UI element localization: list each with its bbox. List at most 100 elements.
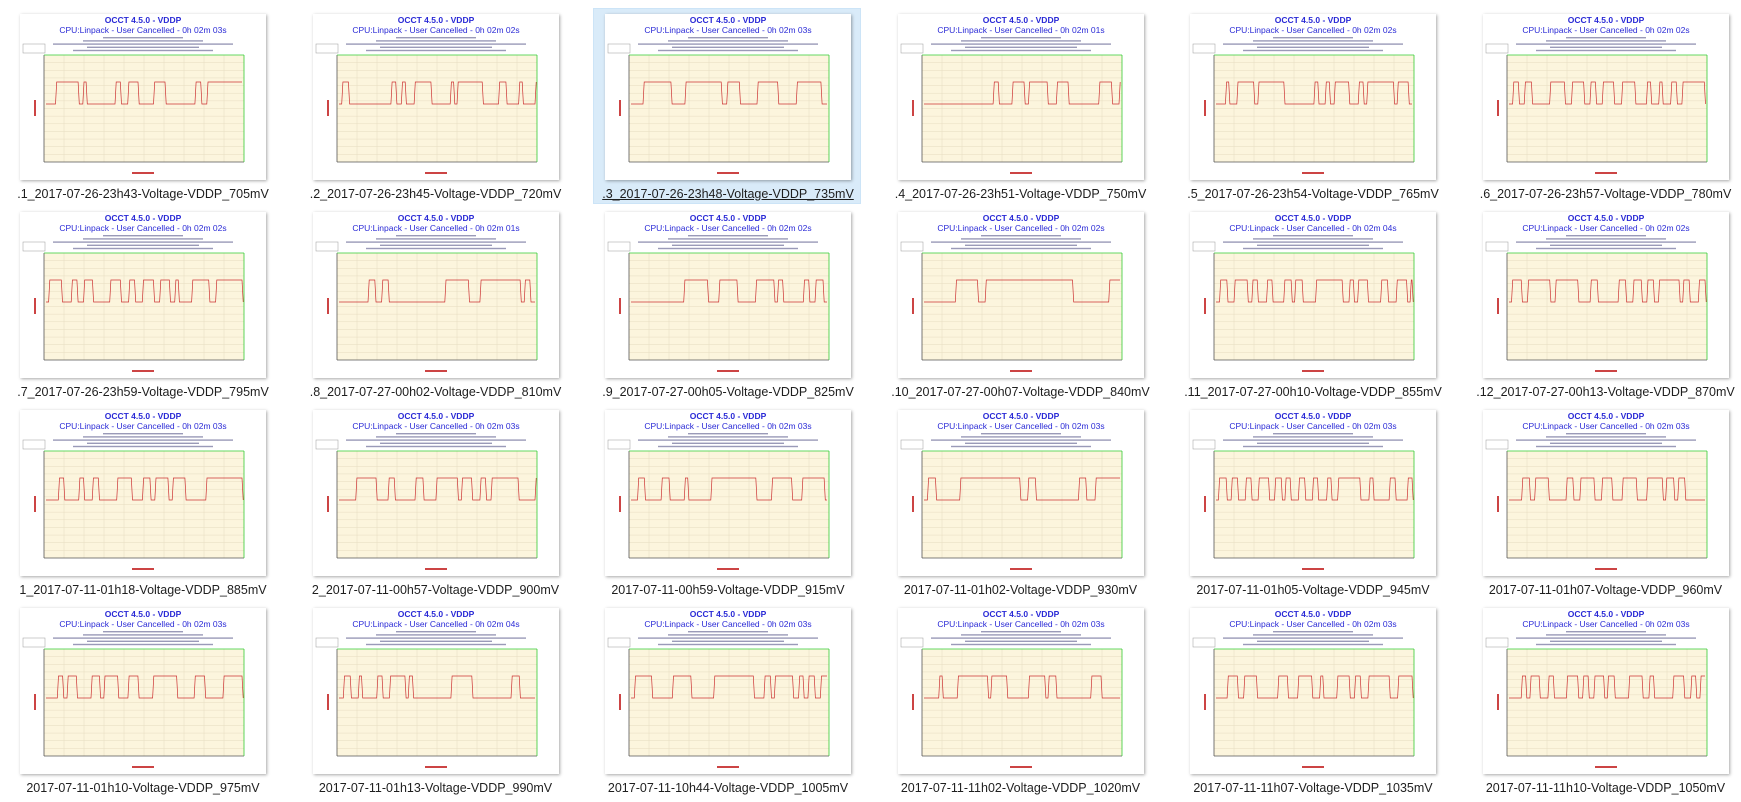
tiny-text xyxy=(1243,247,1383,250)
file-tile[interactable]: OCCT 4.5.0 - VDDP CPU:Linpack - User Canc… xyxy=(1178,206,1446,402)
x-axis-caption xyxy=(424,172,447,174)
thumbnail-subtitle: CPU:Linpack - User Cancelled - 0h 02m 03… xyxy=(1229,619,1396,629)
tiny-text xyxy=(345,43,526,45)
file-tile[interactable]: OCCT 4.5.0 - VDDP CPU:Linpack - User Canc… xyxy=(593,8,861,204)
file-tile[interactable]: OCCT 4.5.0 - VDDP CPU:Linpack - User Canc… xyxy=(886,206,1154,402)
tiny-text xyxy=(395,433,476,435)
tiny-text xyxy=(1535,643,1676,646)
thumbnail-subtitle: CPU:Linpack - User Cancelled - 0h 02m 02… xyxy=(644,223,811,233)
file-tile[interactable]: OCCT 4.5.0 - VDDP CPU:Linpack - User Canc… xyxy=(886,404,1154,600)
x-axis-caption xyxy=(1009,172,1032,174)
file-tile[interactable]: OCCT 4.5.0 - VDDP CPU:Linpack - User Canc… xyxy=(301,602,569,798)
tiny-text xyxy=(395,37,476,39)
thumbnail: OCCT 4.5.0 - VDDP CPU:Linpack - User Canc… xyxy=(312,608,559,774)
tiny-text xyxy=(1515,43,1696,45)
file-name: .7_2017-07-26-23h59-Voltage-VDDP_795mV xyxy=(17,385,269,399)
thumbnail-title: OCCT 4.5.0 - VDDP xyxy=(105,411,182,421)
y-axis-caption xyxy=(34,496,36,512)
x-axis-caption xyxy=(132,568,154,570)
file-tile[interactable]: OCCT 4.5.0 - VDDP CPU:Linpack - User Canc… xyxy=(1178,8,1446,204)
file-name: 2017-07-11-10h44-Voltage-VDDP_1005mV xyxy=(607,781,849,795)
legend-box xyxy=(607,43,631,54)
trace xyxy=(338,675,535,699)
legend-box xyxy=(22,637,46,648)
y-axis-caption xyxy=(911,496,914,512)
tiny-text xyxy=(87,46,199,48)
tiny-text xyxy=(658,445,798,448)
file-tile[interactable]: OCCT 4.5.0 - VDDP CPU:Linpack - User Canc… xyxy=(593,206,861,402)
file-tile[interactable]: OCCT 4.5.0 - VDDP CPU:Linpack - User Canc… xyxy=(886,602,1154,798)
thumbnail-title: OCCT 4.5.0 - VDDP xyxy=(1567,15,1644,25)
tiny-text xyxy=(950,445,1091,448)
thumbnail-title: OCCT 4.5.0 - VDDP xyxy=(397,15,474,25)
file-tile[interactable]: OCCT 4.5.0 - VDDP CPU:Linpack - User Canc… xyxy=(593,404,861,600)
tiny-text xyxy=(375,238,496,240)
thumbnail-title: OCCT 4.5.0 - VDDP xyxy=(690,213,767,223)
file-tile[interactable]: OCCT 4.5.0 - VDDP CPU:Linpack - User Canc… xyxy=(1471,602,1739,798)
tiny-text xyxy=(379,640,492,642)
file-tile[interactable]: OCCT 4.5.0 - VDDP CPU:Linpack - User Canc… xyxy=(8,206,276,402)
thumbnail: OCCT 4.5.0 - VDDP CPU:Linpack - User Canc… xyxy=(605,14,851,180)
tiny-text xyxy=(688,631,768,633)
file-tile[interactable]: OCCT 4.5.0 - VDDP CPU:Linpack - User Canc… xyxy=(1178,602,1446,798)
thumbnail-title: OCCT 4.5.0 - VDDP xyxy=(982,15,1059,25)
tiny-text xyxy=(964,640,1077,642)
tiny-text xyxy=(87,442,199,444)
file-name: .6_2017-07-26-23h57-Voltage-VDDP_780mV xyxy=(1479,187,1732,201)
legend-box xyxy=(315,439,338,450)
tiny-text xyxy=(1515,637,1696,639)
file-tile[interactable]: OCCT 4.5.0 - VDDP CPU:Linpack - User Canc… xyxy=(301,404,569,600)
tiny-text xyxy=(672,640,784,642)
trace xyxy=(923,81,1121,105)
file-tile[interactable]: OCCT 4.5.0 - VDDP CPU:Linpack - User Canc… xyxy=(593,602,861,798)
file-tile[interactable]: OCCT 4.5.0 - VDDP CPU:Linpack - User Canc… xyxy=(8,602,276,798)
thumbnail-subtitle: CPU:Linpack - User Cancelled - 0h 02m 03… xyxy=(1229,421,1396,431)
tiny-text xyxy=(83,40,203,42)
file-tile[interactable]: OCCT 4.5.0 - VDDP CPU:Linpack - User Canc… xyxy=(301,8,569,204)
legend-box xyxy=(607,637,631,648)
tiny-text xyxy=(379,46,492,48)
file-tile[interactable]: OCCT 4.5.0 - VDDP CPU:Linpack - User Canc… xyxy=(1178,404,1446,600)
tiny-text xyxy=(345,637,526,639)
file-tile[interactable]: OCCT 4.5.0 - VDDP CPU:Linpack - User Canc… xyxy=(886,8,1154,204)
file-tile[interactable]: OCCT 4.5.0 - VDDP CPU:Linpack - User Canc… xyxy=(8,8,276,204)
x-axis-caption xyxy=(1302,370,1324,372)
thumbnail-title: OCCT 4.5.0 - VDDP xyxy=(1275,411,1352,421)
trace xyxy=(1508,477,1705,501)
y-axis-caption xyxy=(1204,694,1206,710)
legend-box xyxy=(315,241,338,252)
trace xyxy=(631,81,827,105)
file-tile[interactable]: OCCT 4.5.0 - VDDP CPU:Linpack - User Canc… xyxy=(301,206,569,402)
tiny-text xyxy=(960,634,1081,636)
file-tile[interactable]: OCCT 4.5.0 - VDDP CPU:Linpack - User Canc… xyxy=(1471,404,1739,600)
tiny-text xyxy=(103,631,183,633)
tiny-text xyxy=(1223,439,1403,441)
thumbnail-title: OCCT 4.5.0 - VDDP xyxy=(1567,411,1644,421)
file-tile[interactable]: OCCT 4.5.0 - VDDP CPU:Linpack - User Canc… xyxy=(1471,8,1739,204)
x-axis-caption xyxy=(717,370,739,372)
tiny-text xyxy=(960,436,1081,438)
tiny-text xyxy=(1273,631,1353,633)
tiny-text xyxy=(365,247,506,250)
file-name: .11_2017-07-27-00h10-Voltage-VDDP_855mV xyxy=(1184,385,1442,399)
file-tile[interactable]: OCCT 4.5.0 - VDDP CPU:Linpack - User Canc… xyxy=(1471,206,1739,402)
thumbnail-title: OCCT 4.5.0 - VDDP xyxy=(1275,213,1352,223)
thumbnail-title: OCCT 4.5.0 - VDDP xyxy=(690,411,767,421)
tiny-text xyxy=(930,43,1111,45)
tiny-text xyxy=(1565,631,1646,633)
tiny-text xyxy=(980,433,1061,435)
file-tile[interactable]: OCCT 4.5.0 - VDDP CPU:Linpack - User Canc… xyxy=(8,404,276,600)
tiny-text xyxy=(1253,436,1373,438)
tiny-text xyxy=(672,46,784,48)
thumbnail-title: OCCT 4.5.0 - VDDP xyxy=(105,15,182,25)
thumbnail-subtitle: CPU:Linpack - User Cancelled - 0h 02m 01… xyxy=(352,223,519,233)
legend-box xyxy=(22,43,46,54)
tiny-text xyxy=(1515,439,1696,441)
thumbnail-subtitle: CPU:Linpack - User Cancelled - 0h 02m 03… xyxy=(1522,421,1689,431)
